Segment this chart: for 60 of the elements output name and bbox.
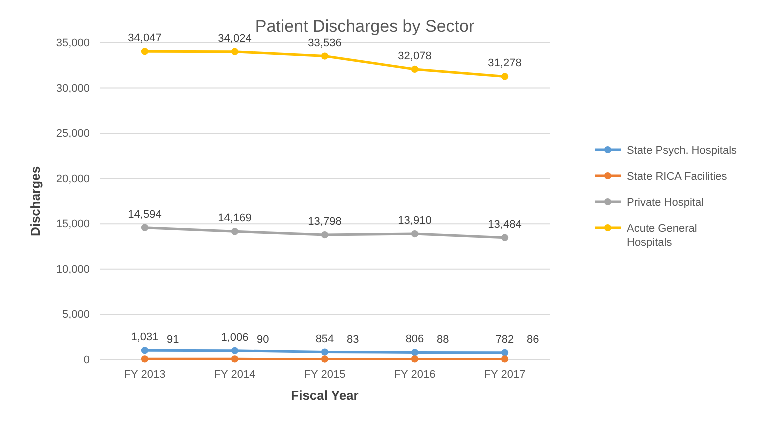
point <box>411 356 419 363</box>
data-label: 34,047 <box>128 32 162 45</box>
legend-label: Private Hospital <box>627 197 704 209</box>
x-axis-title: Fiscal Year <box>291 388 359 403</box>
data-label: 91 <box>167 334 180 346</box>
x-tick-label: FY 2015 <box>304 368 346 381</box>
y-axis-title: Discharges <box>28 166 43 237</box>
point <box>141 356 149 363</box>
y-tick-label: 35,000 <box>56 38 90 50</box>
point <box>141 347 149 354</box>
point <box>501 234 509 242</box>
point <box>501 349 509 356</box>
data-label: 86 <box>527 334 540 346</box>
data-label: 13,910 <box>398 215 432 228</box>
point <box>321 348 329 356</box>
data-label: 88 <box>437 334 450 346</box>
y-tick-label: 20,000 <box>56 173 90 186</box>
point <box>501 356 509 363</box>
point <box>321 356 329 363</box>
x-tick-label: FY 2014 <box>214 368 256 381</box>
point <box>231 228 239 236</box>
data-label: 1,031 <box>131 332 159 344</box>
data-label: 14,594 <box>128 208 162 221</box>
point <box>411 230 419 238</box>
y-tick-label: 25,000 <box>56 128 90 140</box>
point <box>231 48 239 56</box>
x-tick-label: FY 2017 <box>484 368 526 381</box>
legend-label: State RICA Facilities <box>627 171 728 183</box>
legend-label: State Psych. Hospitals <box>627 145 738 157</box>
data-label: 34,024 <box>218 32 252 45</box>
data-label: 854 <box>316 333 334 346</box>
y-tick-label: 15,000 <box>56 218 90 231</box>
data-label: 33,536 <box>308 37 342 50</box>
data-label: 90 <box>257 334 270 346</box>
y-tick-label: 0 <box>84 354 90 367</box>
legend-label: Acute General Hospitals <box>627 223 698 249</box>
x-tick-label: FY 2016 <box>394 368 436 381</box>
data-label: 13,798 <box>308 216 342 228</box>
y-tick-label: 5,000 <box>62 309 90 322</box>
y-tick-label: 10,000 <box>56 264 90 276</box>
point <box>501 73 509 80</box>
point <box>141 224 149 232</box>
point <box>231 347 239 354</box>
data-label: 782 <box>496 334 514 346</box>
x-tick-label: FY 2013 <box>124 368 166 381</box>
point <box>321 231 329 239</box>
point <box>321 52 329 60</box>
chart-title: Patient Discharges by Sector <box>255 17 475 36</box>
data-label: 1,006 <box>221 332 249 344</box>
point <box>411 349 419 356</box>
point <box>141 48 149 56</box>
y-tick-label: 30,000 <box>56 82 90 95</box>
data-label: 32,078 <box>398 50 432 62</box>
data-label: 13,484 <box>488 218 522 231</box>
data-label: 83 <box>347 334 360 346</box>
data-label: 31,278 <box>488 58 522 70</box>
point <box>411 66 419 74</box>
point <box>231 356 239 363</box>
data-label: 806 <box>406 334 424 346</box>
data-label: 14,169 <box>218 212 252 225</box>
